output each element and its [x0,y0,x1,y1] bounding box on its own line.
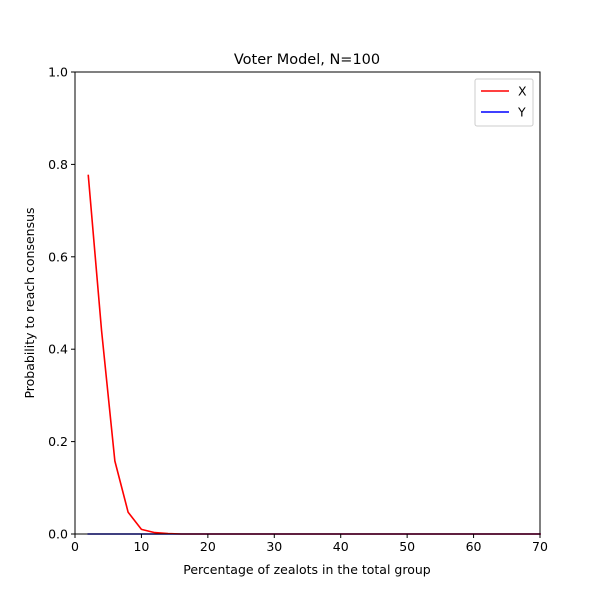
y-tick-label: 0.0 [48,527,68,542]
x-tick-label: 0 [71,539,79,554]
y-tick-label: 0.2 [48,434,68,449]
axis-ticks: 0 10 20 30 40 50 60 70 0.0 0.2 0.4 0.6 0.8 1.0 [48,65,548,555]
legend-label-x: X [518,84,527,99]
legend: XY [474,78,534,127]
y-axis-label: Probability to reach consensus [22,207,37,398]
y-tick-label: 0.4 [48,342,68,357]
y-tick-label: 1.0 [48,65,68,80]
x-tick-label: 50 [399,539,415,554]
x-axis-label: Percentage of zealots in the total group [183,562,431,577]
x-tick-label: 60 [466,539,482,554]
legend-label-y: Y [517,105,526,120]
axes-frame [74,71,541,535]
chart-title: Voter Model, N=100 [234,52,380,68]
y-tick-label: 0.6 [48,249,68,264]
x-tick-label: 10 [133,539,149,554]
y-tick-label: 0.8 [48,157,68,172]
x-tick-label: 70 [532,539,548,554]
x-tick-label: 20 [200,539,216,554]
x-tick-label: 30 [266,539,282,554]
x-tick-label: 40 [333,539,349,554]
